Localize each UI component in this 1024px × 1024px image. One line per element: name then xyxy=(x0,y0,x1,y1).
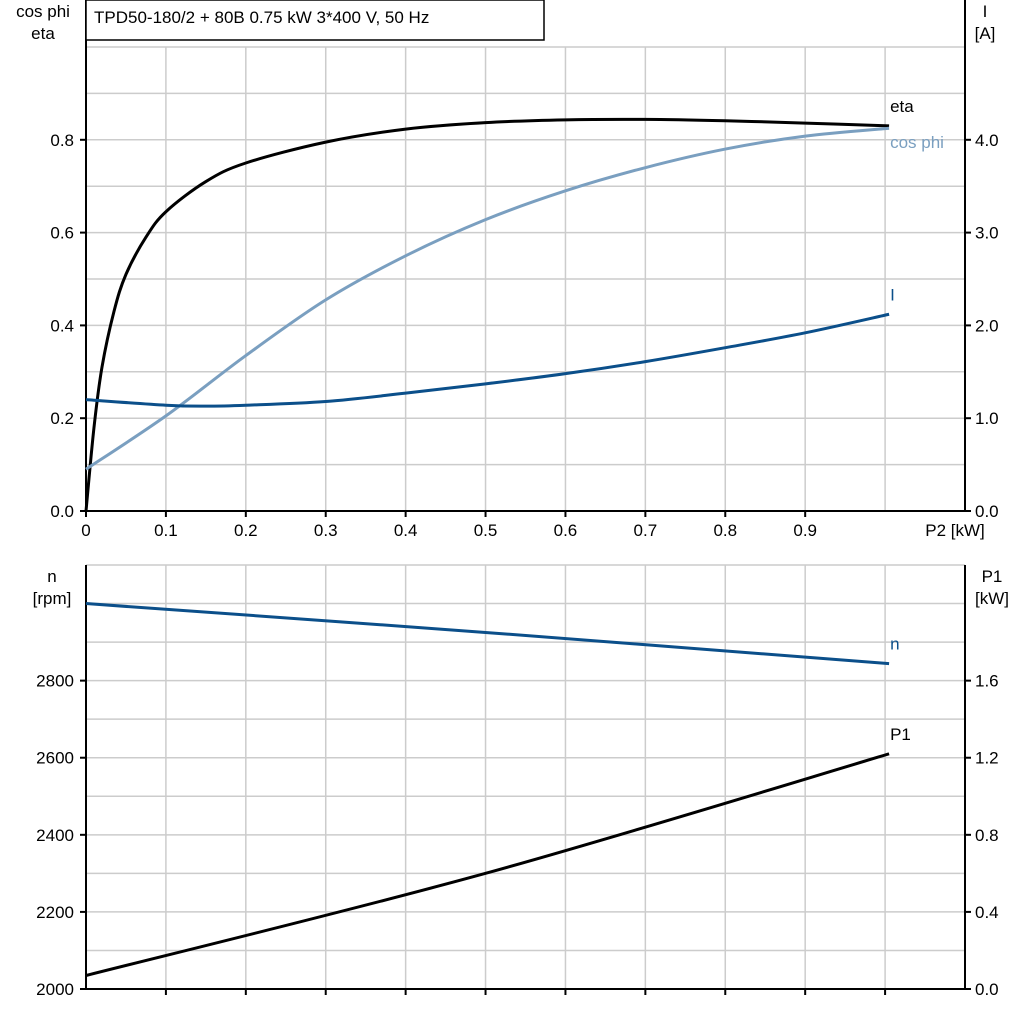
y-tick-label-right: 0.8 xyxy=(975,826,999,845)
y-tick-label-left: 2200 xyxy=(36,903,74,922)
series-line-I xyxy=(85,312,890,408)
y-tick-label-left: 2600 xyxy=(36,749,74,768)
series-label-n: n xyxy=(890,635,899,654)
y-tick-label-left: 2400 xyxy=(36,826,74,845)
y-tick-label-right: 0.0 xyxy=(975,502,999,521)
y-axis-label-left: n xyxy=(47,567,56,586)
x-tick-label: 0.3 xyxy=(314,521,338,540)
y-tick-label-left: 2800 xyxy=(36,672,74,691)
series-line-eta xyxy=(84,117,890,512)
y-tick-label-right: 4.0 xyxy=(975,131,999,150)
y-axis-label-left: cos phi xyxy=(16,2,70,21)
y-axis-label-left: [rpm] xyxy=(33,589,72,608)
series-line-P1 xyxy=(85,752,890,977)
x-tick-label: 0 xyxy=(81,521,90,540)
series-label-P1: P1 xyxy=(890,725,911,744)
y-tick-label-right: 1.0 xyxy=(975,409,999,428)
y-tick-label-left: 0.6 xyxy=(50,224,74,243)
x-tick-label: 0.5 xyxy=(474,521,498,540)
x-axis-label: P2 [kW] xyxy=(925,521,985,540)
series-line-n xyxy=(85,602,890,666)
y-tick-label-left: 0.0 xyxy=(50,502,74,521)
x-tick-label: 0.4 xyxy=(394,521,418,540)
y-tick-label-right: 1.6 xyxy=(975,672,999,691)
series-line-cos-phi xyxy=(85,126,890,471)
y-tick-label-left: 0.2 xyxy=(50,409,74,428)
x-tick-label: 0.8 xyxy=(713,521,737,540)
series-label-I: I xyxy=(890,285,895,304)
y-axis-label-right: P1 xyxy=(982,567,1003,586)
y-axis-label-left: eta xyxy=(31,24,55,43)
x-tick-label: 0.6 xyxy=(554,521,578,540)
y-axis-label-right: I xyxy=(983,2,988,21)
y-tick-label-left: 0.4 xyxy=(50,316,74,335)
series-label-cos-phi: cos phi xyxy=(890,133,944,152)
x-tick-label: 0.9 xyxy=(793,521,817,540)
y-tick-label-left: 2000 xyxy=(36,980,74,999)
y-tick-label-right: 0.4 xyxy=(975,903,999,922)
title-box xyxy=(85,0,545,41)
y-axis-label-right: [A] xyxy=(975,24,996,43)
x-tick-label: 0.1 xyxy=(154,521,178,540)
x-tick-label: 0.7 xyxy=(634,521,658,540)
series-label-eta: eta xyxy=(890,97,914,116)
y-tick-label-right: 0.0 xyxy=(975,980,999,999)
y-axis-label-right: [kW] xyxy=(975,589,1009,608)
y-tick-label-left: 0.8 xyxy=(50,131,74,150)
y-tick-label-right: 1.2 xyxy=(975,749,999,768)
x-tick-label: 0.2 xyxy=(234,521,258,540)
y-tick-label-right: 2.0 xyxy=(975,316,999,335)
chart-title: TPD50-180/2 + 80B 0.75 kW 3*400 V, 50 Hz xyxy=(94,8,429,27)
y-tick-label-right: 3.0 xyxy=(975,224,999,243)
